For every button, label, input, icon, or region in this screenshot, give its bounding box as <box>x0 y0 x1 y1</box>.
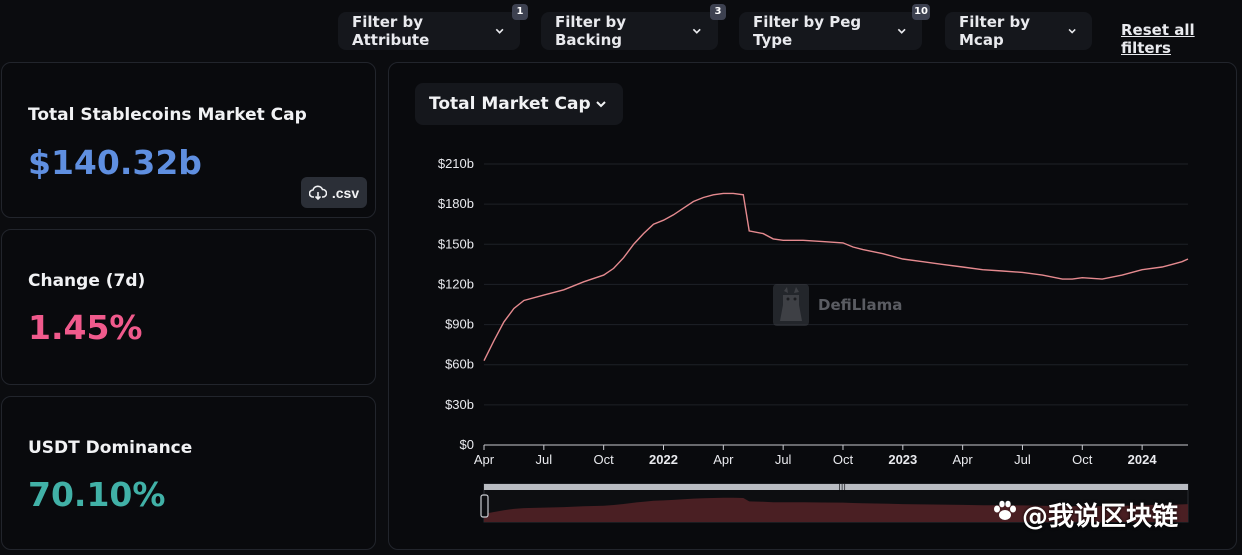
chevron-down-icon <box>693 28 702 34</box>
card-value: 70.10% <box>28 475 166 514</box>
metric-select-label: Total Market Cap <box>429 94 591 114</box>
filter-by-attribute-button[interactable]: Filter by Attribute 1 <box>338 4 528 50</box>
filter-by-backing-button[interactable]: Filter by Backing 3 <box>541 4 726 50</box>
y-tick-label: $120b <box>438 276 474 291</box>
svg-text:|||: ||| <box>838 483 846 492</box>
csv-label: .csv <box>331 184 360 201</box>
filter-count-badge: 10 <box>912 4 930 20</box>
brush-area <box>484 497 1188 522</box>
stat-card-total-market-cap: Total Stablecoins Market Cap $140.32b .c… <box>1 62 376 218</box>
chevron-down-icon <box>596 101 606 108</box>
stat-card-change-7d: Change (7d) 1.45% <box>1 229 376 385</box>
x-tick-label: Oct <box>1072 452 1093 467</box>
y-tick-label: $180b <box>438 196 474 211</box>
chart-panel <box>388 62 1237 550</box>
x-tick-label: Jul <box>775 452 792 467</box>
reset-all-filters-link[interactable]: Reset all filters <box>1121 21 1195 57</box>
author-watermark: @我说区块链 <box>1022 502 1179 532</box>
y-tick-label: $60b <box>445 357 474 372</box>
paw-icon <box>994 500 1016 520</box>
y-axis: $210b $180b $150b $120b $90b $60b $30b $0 <box>438 156 474 452</box>
card-title: Total Stablecoins Market Cap <box>28 105 307 125</box>
y-tick-label: $30b <box>445 397 474 412</box>
y-tick-label: $90b <box>445 317 474 332</box>
x-tick-label: Apr <box>713 452 734 467</box>
y-tick-label: $150b <box>438 236 474 251</box>
chevron-down-icon <box>495 28 504 34</box>
cloud-download-icon <box>308 185 327 200</box>
filter-count-badge: 3 <box>710 4 726 20</box>
filter-by-mcap-label: Filter by Mcap <box>959 13 1031 49</box>
filter-by-backing-label: Filter by Backing <box>555 13 627 49</box>
card-title: USDT Dominance <box>28 438 193 458</box>
x-tick-label: Oct <box>833 452 854 467</box>
x-tick-label: Apr <box>953 452 974 467</box>
x-tick-label: Jul <box>536 452 553 467</box>
filter-by-peg-type-button[interactable]: Filter by Peg Type 10 <box>739 4 930 50</box>
filter-count-badge: 1 <box>512 4 528 20</box>
x-axis: Apr Jul Oct 2022 Apr Jul Oct 2023 Apr Jul Oct 2024 <box>474 444 1188 467</box>
y-tick-label: $0 <box>460 437 474 452</box>
y-tick-label: $210b <box>438 156 474 171</box>
brush-left-handle[interactable] <box>480 494 489 518</box>
filter-by-peg-type-label: Filter by Peg Type <box>753 13 862 49</box>
filter-bar: Filter by Attribute 1 Filter by Backing … <box>0 4 1242 57</box>
filter-by-attribute-label: Filter by Attribute <box>352 13 430 49</box>
filter-by-mcap-button[interactable]: Filter by Mcap <box>945 12 1092 50</box>
card-value: $140.32b <box>28 143 202 182</box>
chevron-down-icon <box>1068 28 1076 34</box>
card-value: 1.45% <box>28 308 143 347</box>
watermark-text: DefiLlama <box>818 296 903 314</box>
x-tick-label: 2024 <box>1128 452 1158 467</box>
brush-top-bar[interactable] <box>484 484 1188 490</box>
x-tick-label: 2023 <box>888 452 917 467</box>
download-csv-button[interactable]: .csv <box>301 177 367 208</box>
x-tick-label: Oct <box>594 452 615 467</box>
market-cap-line <box>483 192 1189 362</box>
x-tick-label: Apr <box>474 452 495 467</box>
metric-select-dropdown[interactable]: Total Market Cap <box>415 83 623 125</box>
market-cap-chart: $210b $180b $150b $120b $90b $60b $30b $0 Apr Ju… <box>438 156 1189 523</box>
defillama-watermark: DefiLlama <box>772 283 902 327</box>
chart-grid <box>484 163 1188 406</box>
llama-logo-icon <box>773 284 809 326</box>
chevron-down-icon <box>897 28 906 34</box>
stat-card-usdt-dominance: USDT Dominance 70.10% <box>1 396 376 550</box>
x-tick-label: Jul <box>1014 452 1031 467</box>
x-tick-label: 2022 <box>649 452 678 467</box>
range-brush[interactable]: ||| <box>480 483 1189 523</box>
card-title: Change (7d) <box>28 271 146 291</box>
